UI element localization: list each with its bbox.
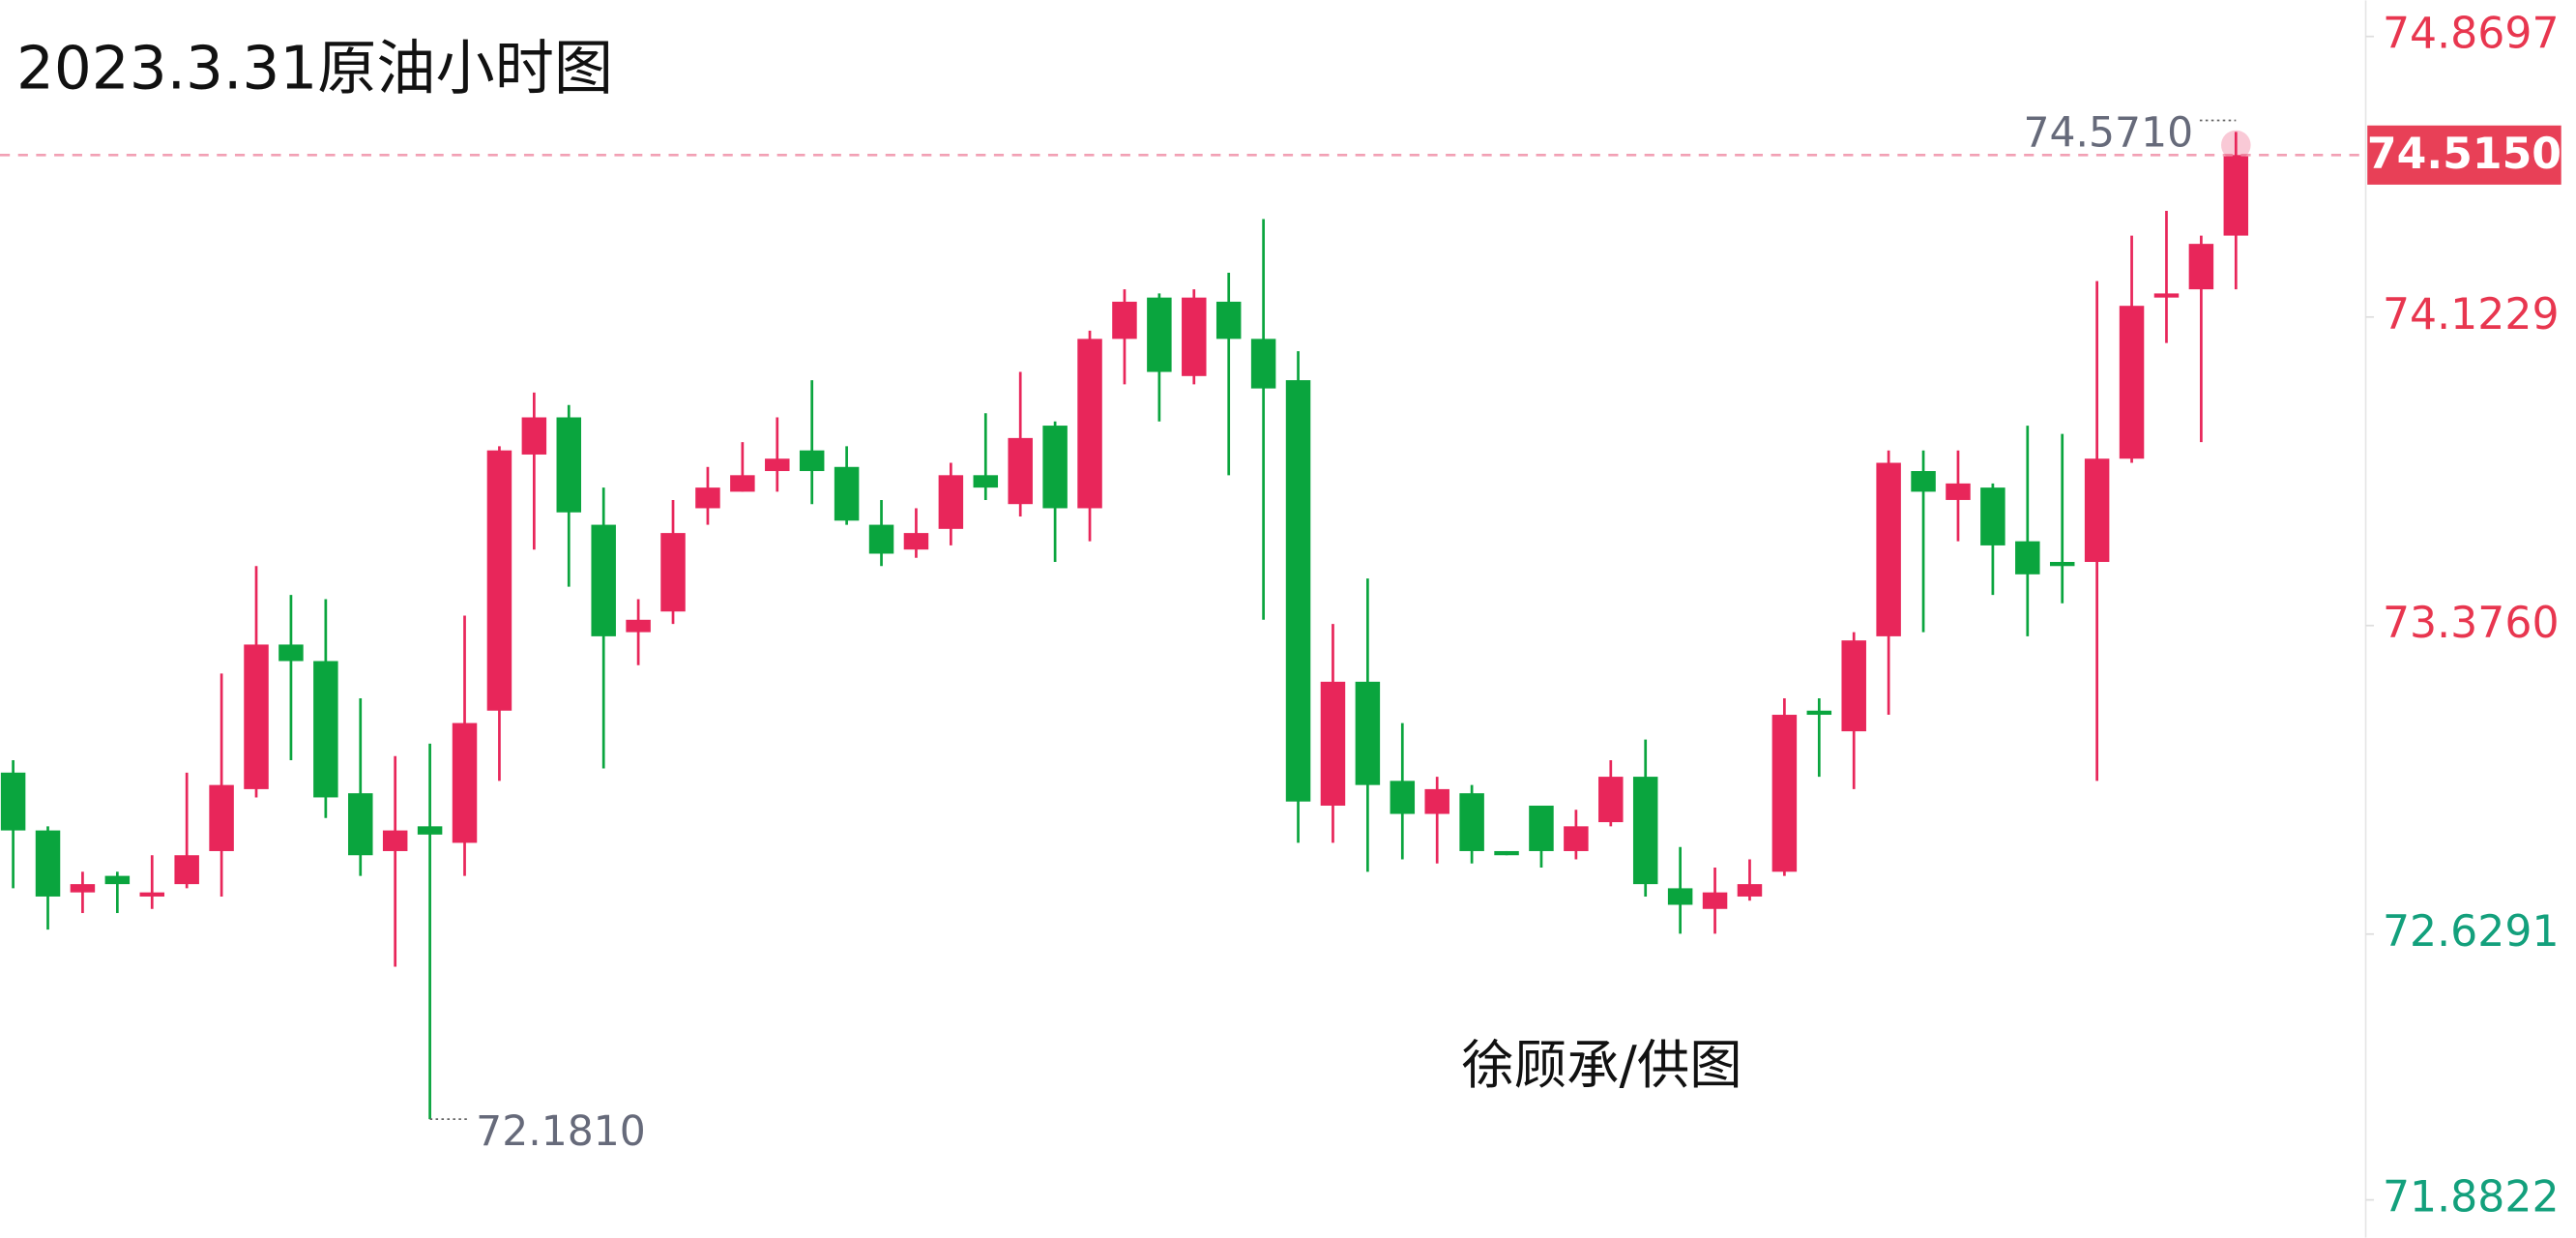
candle-body [834, 466, 860, 521]
candle-body [1285, 380, 1311, 802]
candle-body [1632, 777, 1658, 885]
candle-body [1042, 426, 1068, 509]
candle-body [765, 458, 790, 472]
y-tick-label: 72.6291 [2383, 907, 2560, 957]
candle-body [521, 417, 547, 455]
candle-body [1424, 788, 1449, 814]
candle-body [660, 533, 686, 612]
candle-body [1390, 781, 1416, 814]
last-price-label: 74.5150 [2367, 130, 2561, 179]
candle-body [695, 487, 720, 509]
candle-body [35, 830, 61, 897]
candle-body [417, 826, 443, 835]
candle-body [2119, 306, 2145, 459]
candle-body [382, 830, 408, 851]
candle-body [1667, 888, 1693, 905]
candle-body [730, 475, 755, 492]
candle-body [868, 524, 894, 554]
candle-body [938, 475, 964, 529]
candle-body [104, 875, 131, 885]
y-tick-label: 71.8822 [2383, 1173, 2560, 1223]
candle-body [1320, 681, 1346, 806]
y-tick-label: 74.1229 [2383, 290, 2560, 339]
candle-body [313, 661, 338, 798]
candle-body [1112, 301, 1137, 339]
candle-body [1008, 437, 1033, 505]
candle-body [1564, 826, 1589, 851]
candle-body [1876, 462, 1901, 636]
candle-body [0, 772, 26, 831]
y-tick-label: 74.8697 [2383, 10, 2560, 59]
candle-body [1494, 850, 1519, 856]
candle-body [452, 722, 478, 843]
candle-body [1806, 710, 1832, 716]
candle-body [244, 644, 269, 789]
candle-body [1946, 483, 1971, 500]
watermark: 徐顾承/供图 [1461, 1035, 1742, 1096]
candle-body [2084, 458, 2110, 563]
candle-body [1598, 777, 1624, 823]
candle-body [626, 619, 651, 633]
high-label: 74.5710 [2024, 109, 2194, 157]
candle-body [1215, 301, 1242, 339]
chart-title: 2023.3.31原油小时图 [16, 35, 613, 103]
candle-body [799, 450, 825, 472]
candle-body [1702, 892, 1728, 909]
candle-body [1841, 640, 1866, 732]
candle-body [1459, 793, 1484, 851]
candle-body [556, 417, 582, 513]
candle-body [1250, 339, 1276, 389]
candle-body [209, 784, 234, 851]
candle-body [1529, 805, 1554, 851]
low-label: 72.1810 [476, 1108, 646, 1156]
candle-body [1771, 715, 1798, 872]
candle-body [591, 524, 616, 636]
candle-body [1911, 471, 1936, 492]
candle-body [174, 855, 199, 885]
candle-body [2015, 541, 2040, 575]
candle-body [139, 892, 165, 897]
candle-body [2223, 155, 2249, 236]
candle-body [903, 533, 929, 550]
candle-body [2153, 293, 2180, 298]
candle-body [1980, 487, 2005, 545]
candle-body [348, 793, 373, 856]
candle-body [1182, 297, 1207, 376]
candle-body [2049, 562, 2075, 567]
candle-body [1737, 884, 1763, 897]
candle-body [1147, 297, 1172, 372]
last-price-glow [2221, 130, 2251, 161]
candle-body [1355, 681, 1381, 785]
candle-body [486, 450, 512, 711]
y-tick-label: 73.3760 [2383, 599, 2560, 648]
candle-body [70, 884, 96, 893]
candle-body [1077, 339, 1102, 509]
candle-body [973, 475, 999, 488]
candle-body [278, 644, 304, 662]
last-price-box [2367, 125, 2561, 185]
candle-body [2188, 244, 2214, 290]
